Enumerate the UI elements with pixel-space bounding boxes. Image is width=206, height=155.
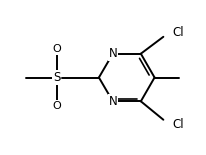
Text: O: O bbox=[53, 101, 61, 111]
Text: O: O bbox=[53, 44, 61, 54]
Text: N: N bbox=[108, 95, 117, 108]
Text: Cl: Cl bbox=[173, 118, 184, 131]
Text: N: N bbox=[108, 47, 117, 60]
Text: Cl: Cl bbox=[173, 26, 184, 39]
Text: S: S bbox=[53, 71, 61, 84]
